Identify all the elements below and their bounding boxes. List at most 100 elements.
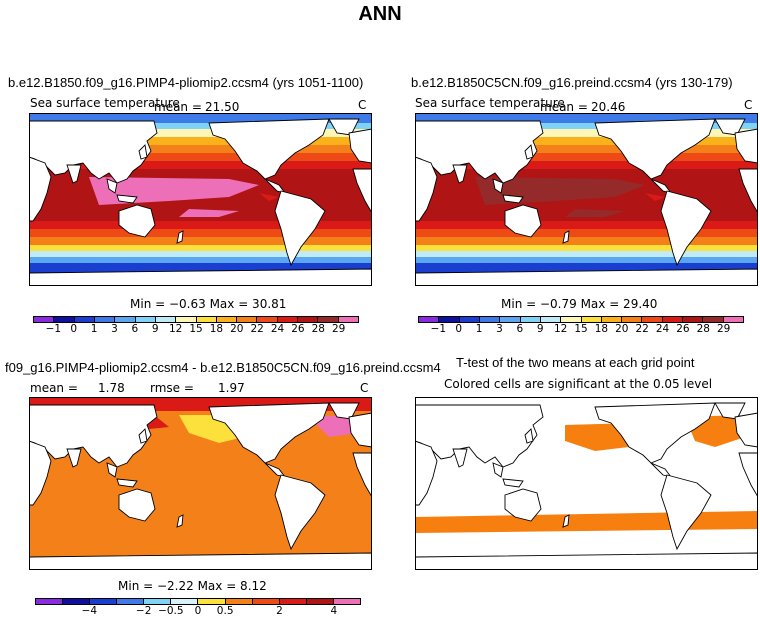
- colorbar-swatch: [561, 317, 582, 322]
- colorbar-swatch: [54, 317, 75, 322]
- colorbar-swatch: [540, 317, 562, 322]
- sst-band: [415, 123, 758, 129]
- colorbar-tick-label: 4: [330, 605, 338, 617]
- land-mass: [348, 128, 372, 164]
- panel1-units: C: [358, 98, 367, 112]
- land-mass: [738, 168, 758, 214]
- colorbar-tick-label: 29: [331, 323, 346, 335]
- colorbar-swatch: [74, 317, 95, 322]
- colorbar-tick-label: 12: [168, 323, 183, 335]
- panel4-subtitle: Colored cells are significant at the 0.0…: [444, 377, 713, 391]
- panel2-minmax: Min = −0.79 Max = 29.40: [501, 297, 658, 311]
- land-mass: [415, 268, 758, 286]
- colorbar-tick-label: 1: [475, 323, 483, 335]
- land-mass: [734, 128, 758, 164]
- panel1-title: b.e12.B1850.f09_g16.PIMP4-pliomip2.ccsm4…: [8, 75, 364, 90]
- colorbar-tick-label: 22: [250, 323, 264, 335]
- map-frame: [415, 113, 758, 286]
- colorbar-swatch: [318, 317, 339, 322]
- colorbar-swatch: [196, 317, 217, 322]
- colorbar-swatch: [306, 599, 334, 604]
- sst-band: [415, 229, 758, 237]
- sst-band: [415, 129, 758, 137]
- colorbar-swatch: [581, 317, 602, 322]
- colorbar-swatch: [662, 317, 684, 322]
- sst-band: [415, 153, 758, 161]
- panel1-sst-map: [29, 113, 372, 286]
- colorbar-tick-label: 28: [696, 323, 710, 335]
- colorbar-tick-label: −1: [45, 323, 62, 335]
- colorbar-tick-label: 9: [536, 323, 544, 335]
- warm-pool-region: [179, 209, 239, 217]
- sst-band: [29, 137, 372, 145]
- panel3-rmse-label: rmse =: [150, 381, 194, 395]
- cold-tongue-region: [259, 193, 279, 201]
- panel3-colorbar-labels: −4 −2 −0.5 0 0.5 2 4: [35, 605, 361, 619]
- panel1-colorbar: [33, 316, 359, 323]
- colorbar-swatch: [36, 599, 64, 604]
- panel2-mean-value: 20.46: [591, 100, 626, 114]
- land-mass: [562, 514, 570, 528]
- colorbar-swatch: [237, 317, 258, 322]
- land-mass: [348, 412, 372, 448]
- panel3-rmse-value: 1.97: [218, 381, 245, 395]
- land-mass: [452, 164, 468, 184]
- colorbar-tick-label: 20: [230, 323, 244, 335]
- colorbar-tick-label: −2: [135, 605, 152, 617]
- land-mass: [208, 402, 330, 464]
- land-mass: [524, 428, 534, 444]
- panel3-title: f09_g16.PIMP4-pliomip2.ccsm4 - b.e12.B18…: [5, 360, 441, 375]
- colorbar-swatch: [171, 599, 199, 604]
- land-mass: [29, 268, 372, 286]
- land-mass: [106, 462, 118, 478]
- colorbar-tick-label: 18: [209, 323, 224, 335]
- land-mass: [504, 488, 542, 522]
- land-mass: [734, 412, 758, 448]
- land-mass: [502, 194, 524, 204]
- colorbar-swatch: [216, 317, 238, 322]
- sst-band: [29, 153, 372, 161]
- land-mass: [116, 478, 138, 488]
- panel1-mean-value: 21.50: [205, 100, 240, 114]
- land-mass: [594, 402, 716, 464]
- warm-pool-region: [565, 209, 625, 217]
- colorbar-tick-label: 26: [291, 323, 305, 335]
- sst-band: [29, 237, 372, 245]
- sst-band: [415, 245, 758, 251]
- colorbar-tick-label: −0.5: [158, 605, 184, 617]
- sst-band: [415, 161, 758, 169]
- panel2-units: C: [744, 98, 753, 112]
- panel2-colorbar: [418, 316, 744, 323]
- colorbar-swatch: [252, 599, 280, 604]
- colorbar-swatch: [176, 317, 197, 322]
- colorbar-tick-label: 18: [594, 323, 609, 335]
- sst-band: [29, 257, 372, 263]
- colorbar-swatch: [333, 599, 360, 604]
- panel4-ttest-map: [415, 397, 758, 570]
- colorbar-swatch: [338, 317, 358, 322]
- significant-region: [415, 511, 758, 533]
- colorbar-tick-label: 3: [496, 323, 503, 335]
- sst-band: [29, 145, 372, 153]
- land-mass: [106, 178, 118, 194]
- colorbar-swatch: [479, 317, 501, 322]
- map-frame: [29, 113, 372, 286]
- colorbar-swatch: [94, 317, 116, 322]
- sst-band: [415, 221, 758, 229]
- colorbar-tick-label: 29: [716, 323, 731, 335]
- colorbar-swatch: [198, 599, 226, 604]
- land-mass: [738, 452, 758, 498]
- colorbar-tick-label: 26: [676, 323, 690, 335]
- colorbar-swatch: [723, 317, 743, 322]
- panel2-colorbar-labels: −1 0 1 3 6 9 12 15 18 20 22 24 26 28 29: [418, 323, 744, 337]
- panel3-mean-value: 1.78: [98, 381, 125, 395]
- colorbar-swatch: [439, 317, 460, 322]
- panel2-sst-map: [415, 113, 758, 286]
- land-mass: [118, 488, 156, 522]
- land-mass: [176, 230, 184, 244]
- sst-band: [29, 123, 372, 129]
- panel3-colorbar: [35, 598, 361, 605]
- colorbar-swatch: [34, 317, 55, 322]
- sst-band: [29, 229, 372, 237]
- land-mass: [29, 552, 372, 570]
